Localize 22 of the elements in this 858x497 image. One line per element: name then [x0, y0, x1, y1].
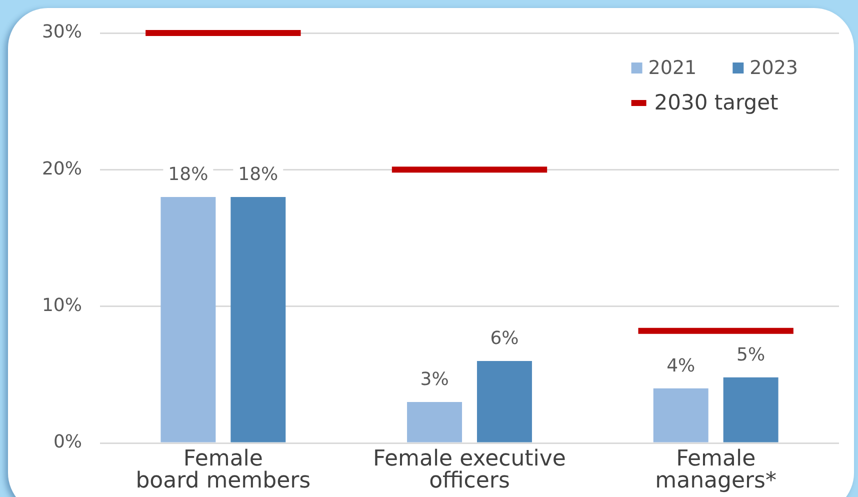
bar	[653, 388, 708, 442]
data-label: 18%	[238, 164, 278, 185]
y-tick-label: 30%	[42, 22, 82, 43]
x-tick-label: Female executive officers	[373, 446, 566, 494]
bar	[230, 197, 286, 442]
y-tick-label: 20%	[42, 158, 82, 180]
bar	[407, 402, 462, 442]
y-tick-label: 10%	[42, 295, 82, 316]
legend-label: 2030 target	[654, 90, 778, 114]
bar	[723, 377, 778, 442]
x-tick-label: Female board members	[136, 446, 311, 494]
data-label: 3%	[420, 369, 449, 390]
data-label: 4%	[666, 355, 696, 376]
legend-label: 2023	[750, 56, 798, 79]
bar	[476, 361, 532, 442]
data-label: 6%	[490, 328, 519, 349]
data-label: 5%	[736, 344, 766, 366]
x-tick-label: Female managers*	[655, 446, 777, 494]
legend-label: 2021	[648, 56, 697, 79]
data-label: 18%	[168, 164, 208, 185]
y-tick-label: 0%	[53, 432, 82, 453]
bar	[160, 197, 216, 442]
